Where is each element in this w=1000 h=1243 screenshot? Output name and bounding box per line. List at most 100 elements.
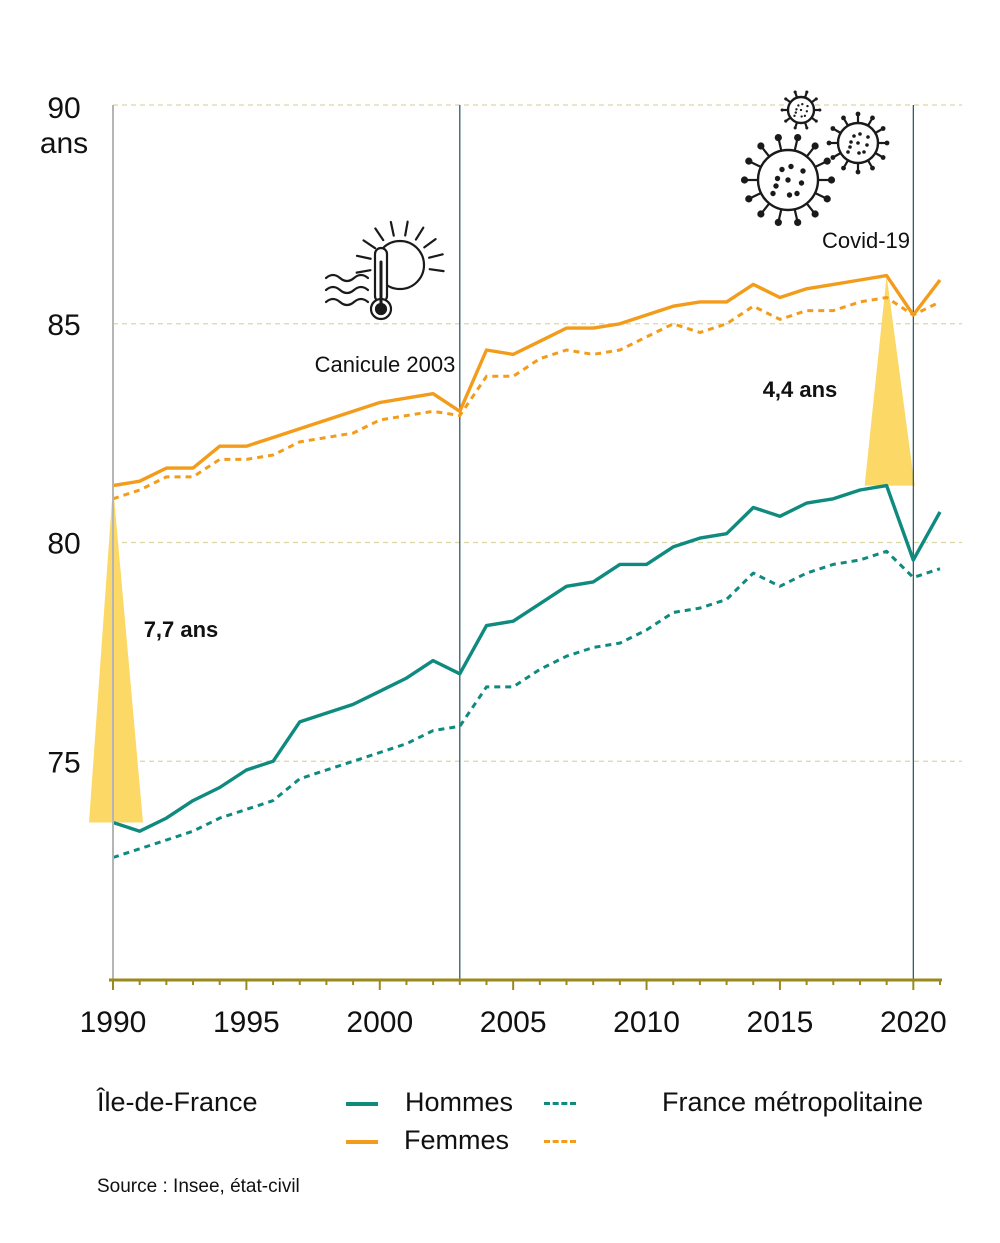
virus-spike-tip — [823, 195, 831, 203]
virus-spike-tip — [841, 165, 846, 171]
virus-spike-tip — [740, 176, 749, 184]
series-line-hommes-france — [112, 549, 941, 859]
covid-annotation: Covid-19 — [822, 228, 910, 253]
virus-dot — [794, 190, 800, 197]
sun-ray — [414, 226, 425, 241]
virus-dot — [793, 114, 796, 118]
sun-ray — [362, 239, 377, 250]
virus-spike-tip — [841, 115, 846, 121]
virus-spike-tip — [793, 126, 797, 130]
virus-spike-tip — [811, 210, 819, 218]
virus-dot — [862, 150, 866, 154]
sun-ray — [428, 268, 445, 273]
legend-femmes-fm-swatch — [544, 1140, 576, 1143]
series-line-hommes-idf — [112, 483, 942, 833]
sun-ray — [355, 269, 372, 274]
legend-region-idf: Île-de-France — [97, 1087, 258, 1117]
virus-spike-tip — [793, 90, 797, 94]
virus-dot — [866, 135, 870, 139]
virus-dot — [785, 177, 791, 183]
virus-dot — [800, 115, 803, 118]
y-tick-label: 80 — [47, 528, 80, 561]
gap-triangle-1990 — [89, 485, 143, 823]
virus-spike-tip — [811, 142, 819, 150]
virus-spike-tip — [814, 119, 818, 123]
virus-spike-tip — [855, 111, 861, 117]
tick-labels: 75 80 85 1990 1995 2000 2005 2010 2015 2020 — [47, 309, 946, 1039]
virus-spike-tip — [745, 195, 753, 203]
virus-dot — [805, 110, 809, 113]
virus-icon — [780, 90, 822, 130]
virus-icon — [740, 133, 836, 227]
virus-spike-tip — [784, 119, 788, 123]
virus-spike-tip — [784, 97, 788, 101]
legend-femmes-label: Femmes — [404, 1125, 510, 1155]
virus-dot — [773, 183, 779, 189]
x-tick-label: 2010 — [613, 1006, 680, 1039]
virus-dot — [865, 143, 869, 147]
virus-dot — [795, 108, 798, 111]
virus-dot — [852, 134, 856, 138]
virus-spike-tip — [823, 157, 831, 165]
sun-ray — [423, 238, 437, 249]
virus-spike-tip — [830, 155, 836, 160]
virus-dot — [779, 166, 785, 173]
legend-hommes-fm-swatch — [544, 1102, 576, 1105]
virus-dot — [770, 190, 776, 197]
gap-1990-label: 7,7 ans — [144, 617, 219, 642]
virus-dot — [799, 108, 803, 112]
virus-spike-tip — [880, 155, 886, 160]
virus-spike-tip — [814, 97, 818, 101]
sun-ray — [428, 253, 444, 259]
virus-dot — [798, 180, 805, 186]
virus-spike-tip — [757, 142, 765, 150]
virus-spike-tip — [774, 133, 782, 142]
sun-ray — [374, 227, 385, 242]
x-tick-label: 1995 — [213, 1006, 280, 1039]
virus-dot — [774, 175, 781, 182]
virus-spike-tip — [870, 165, 875, 171]
virus-icon — [826, 111, 890, 175]
gap-triangle-2019 — [864, 275, 915, 486]
virus-dot — [800, 168, 806, 174]
sun-ray — [404, 220, 409, 237]
virus-dot — [849, 140, 853, 144]
sun-ray — [355, 254, 372, 260]
virus-dot — [797, 104, 800, 107]
x-tick-label: 2015 — [747, 1006, 814, 1039]
virus-spike-tip — [794, 218, 802, 227]
virus-dot — [803, 114, 807, 118]
virus-spike-tip — [794, 133, 802, 142]
y-tick-label: 85 — [47, 309, 80, 342]
series-line-femmes-idf — [112, 273, 942, 488]
y-axis-unit-label: ans — [40, 127, 88, 160]
x-tick-label: 2000 — [346, 1006, 413, 1039]
virus-spike-tip — [830, 126, 836, 131]
axes — [109, 105, 942, 982]
virus-dot — [856, 141, 860, 145]
virus-spike-tip — [745, 157, 753, 165]
y-tick-label: 75 — [47, 746, 80, 779]
grid-lines — [113, 104, 962, 762]
virus-dot — [786, 192, 793, 198]
legend-hommes-idf-swatch — [346, 1102, 378, 1106]
gap-triangles — [89, 275, 915, 823]
virus-spike-tip — [757, 210, 765, 218]
legend-femmes-idf-swatch — [346, 1140, 378, 1144]
legend-hommes-label: Hommes — [405, 1087, 514, 1117]
virus-dot — [801, 102, 804, 106]
gap-2019-label: 4,4 ans — [763, 377, 838, 402]
virus-dot — [857, 151, 861, 155]
series-line-femmes-france — [112, 296, 941, 501]
heatwave-annotation: Canicule 2003 — [315, 352, 456, 377]
virus-spike-tip — [855, 169, 861, 175]
series-lines — [112, 273, 942, 859]
virus-spike-tip — [805, 126, 809, 130]
y-axis-top-label: 90 — [47, 92, 80, 125]
virus-spike-tip — [780, 108, 784, 112]
virus-dot — [848, 145, 852, 149]
virus-spike-tip — [805, 90, 809, 94]
virus-spike-tip — [870, 115, 875, 121]
virus-dot — [846, 150, 850, 154]
